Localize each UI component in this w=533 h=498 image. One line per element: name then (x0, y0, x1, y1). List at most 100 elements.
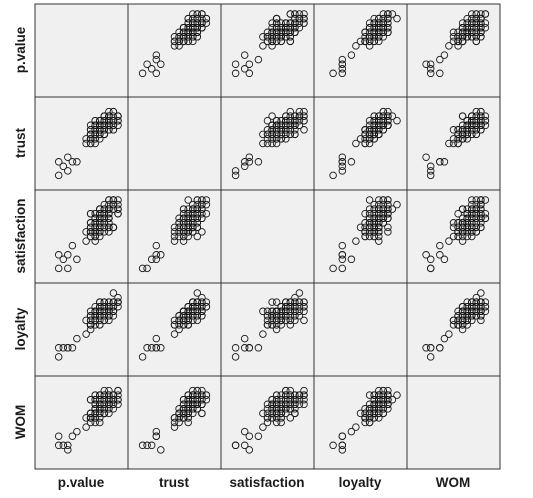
data-point (291, 23, 299, 32)
data-point (338, 69, 347, 78)
data-point (138, 69, 147, 78)
data-point (175, 321, 183, 329)
data-point (463, 130, 471, 139)
data-point (463, 307, 471, 316)
data-point (375, 126, 383, 134)
data-point (436, 251, 444, 259)
data-point (375, 205, 383, 213)
data-point (109, 116, 118, 125)
data-point (463, 126, 471, 134)
data-point (458, 28, 467, 37)
data-point (463, 302, 471, 311)
data-point (300, 391, 308, 399)
data-point (426, 65, 435, 73)
data-point (96, 232, 104, 241)
data-point (295, 116, 304, 125)
data-point (379, 19, 388, 27)
data-point (300, 14, 308, 23)
data-point (286, 316, 295, 325)
data-point (286, 126, 295, 134)
data-point (170, 414, 179, 422)
data-point (449, 223, 458, 232)
data-point (426, 255, 435, 264)
data-point (263, 33, 272, 41)
data-point (170, 330, 179, 338)
data-point (426, 167, 435, 175)
data-point (282, 121, 290, 130)
data-point (375, 405, 383, 413)
data-point (147, 255, 156, 264)
data-point (300, 19, 308, 27)
data-point (184, 405, 192, 413)
data-point (240, 51, 249, 59)
data-point (370, 405, 378, 413)
data-point (277, 130, 285, 139)
data-point (338, 153, 347, 161)
data-point (375, 23, 383, 32)
data-point (356, 135, 365, 143)
data-point (143, 441, 151, 450)
data-point (477, 23, 485, 32)
data-point (100, 391, 109, 399)
data-point (179, 223, 188, 232)
data-point (96, 316, 104, 325)
data-point (379, 209, 388, 218)
data-point (198, 391, 206, 399)
data-point (361, 219, 369, 227)
data-point (184, 400, 192, 409)
data-point (272, 14, 281, 23)
data-point (291, 302, 299, 311)
data-point (291, 391, 299, 399)
data-point (193, 405, 202, 413)
data-point (365, 209, 374, 218)
data-point (282, 33, 290, 41)
data-point (365, 232, 374, 241)
data-point (422, 153, 430, 161)
data-point (193, 307, 202, 316)
data-point (152, 251, 161, 259)
data-point (449, 232, 458, 241)
data-point (91, 321, 99, 329)
data-point (300, 112, 308, 120)
data-point (300, 298, 308, 306)
data-point (472, 116, 481, 125)
data-point (388, 10, 397, 18)
data-point (231, 353, 240, 361)
data-point (189, 214, 197, 223)
data-point (272, 28, 281, 37)
data-point (105, 386, 113, 395)
data-point (64, 264, 72, 273)
data-point (300, 400, 308, 409)
data-point (189, 298, 197, 306)
panel-wom-vs-p-value (34, 375, 129, 470)
data-point (454, 42, 462, 50)
data-point (152, 344, 161, 352)
data-point (64, 167, 72, 175)
panel-wom-vs-wom (406, 375, 501, 470)
data-point (189, 316, 197, 325)
panel-p-value-vs-satisfaction (220, 3, 315, 98)
data-point (91, 228, 99, 236)
data-point (388, 205, 397, 213)
data-point (147, 344, 156, 352)
data-point (458, 312, 467, 320)
data-point (370, 130, 378, 139)
data-point (365, 19, 374, 27)
data-point (436, 158, 444, 166)
data-point (458, 219, 467, 227)
data-point (291, 121, 299, 130)
data-point (96, 312, 104, 320)
data-point (477, 14, 485, 23)
data-point (189, 37, 197, 46)
data-point (472, 14, 481, 23)
data-point (361, 232, 369, 241)
data-point (468, 23, 476, 32)
data-point (458, 135, 467, 143)
data-point (454, 130, 462, 139)
data-point (477, 223, 485, 232)
data-point (193, 214, 202, 223)
data-point (272, 139, 281, 148)
data-point (277, 307, 285, 316)
data-point (184, 418, 192, 427)
data-point (68, 158, 77, 166)
